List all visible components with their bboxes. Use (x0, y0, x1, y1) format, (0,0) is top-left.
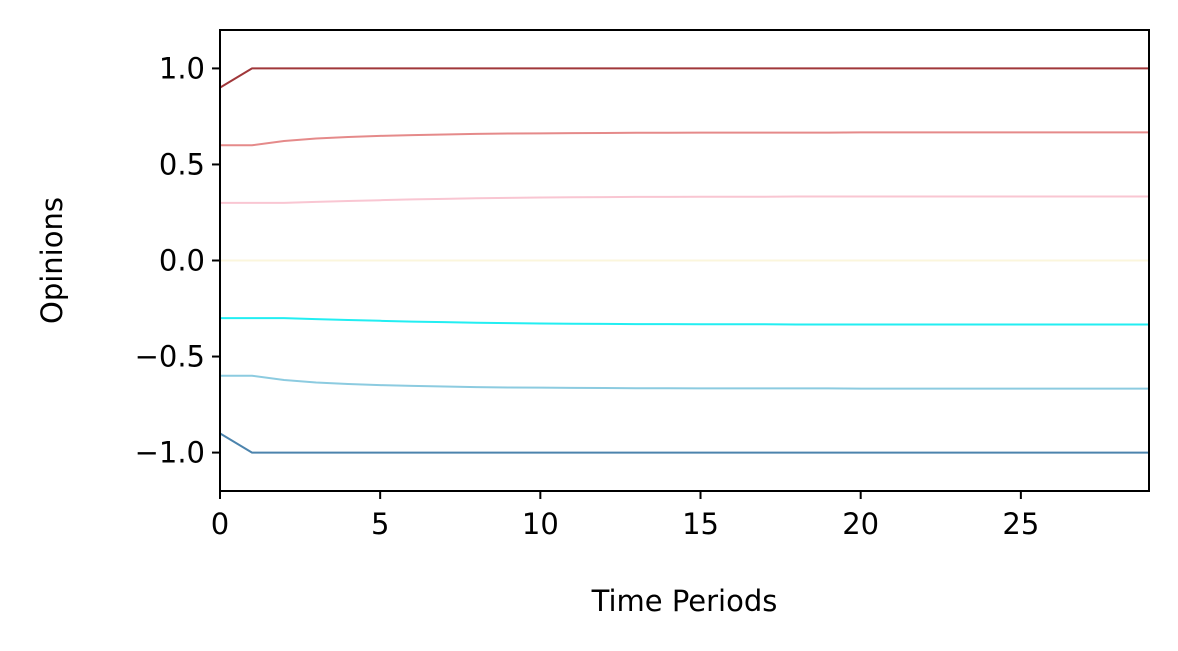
x-tick-label: 5 (371, 507, 389, 541)
x-axis-title: Time Periods (591, 584, 778, 618)
tick-layer: 0 5 10 15 20 25 1.0 0.5 0.0 −0.5 −1.0 (135, 51, 1040, 541)
x-tick-label: 0 (211, 507, 229, 541)
y-tick-label: 0.0 (159, 244, 205, 278)
y-tick-label: 1.0 (159, 51, 205, 85)
series-line-2 (220, 131, 1149, 147)
y-tick-label: −1.0 (135, 436, 205, 470)
series-line-7 (219, 432, 1149, 454)
plot-frame (219, 29, 1150, 492)
x-tick-label: 20 (842, 507, 879, 541)
x-tick-label: 25 (1002, 507, 1039, 541)
series-line-1 (219, 67, 1149, 89)
series-line-6 (220, 374, 1149, 390)
series-line-5 (220, 317, 1149, 326)
y-axis-title: Opinions (35, 197, 69, 324)
y-tick-label: 0.5 (159, 147, 205, 181)
series-layer (219, 67, 1149, 454)
x-tick-label: 15 (682, 507, 719, 541)
y-tick-label: −0.5 (135, 340, 205, 374)
x-tick-label: 10 (522, 507, 559, 541)
series-line-3 (220, 195, 1149, 204)
